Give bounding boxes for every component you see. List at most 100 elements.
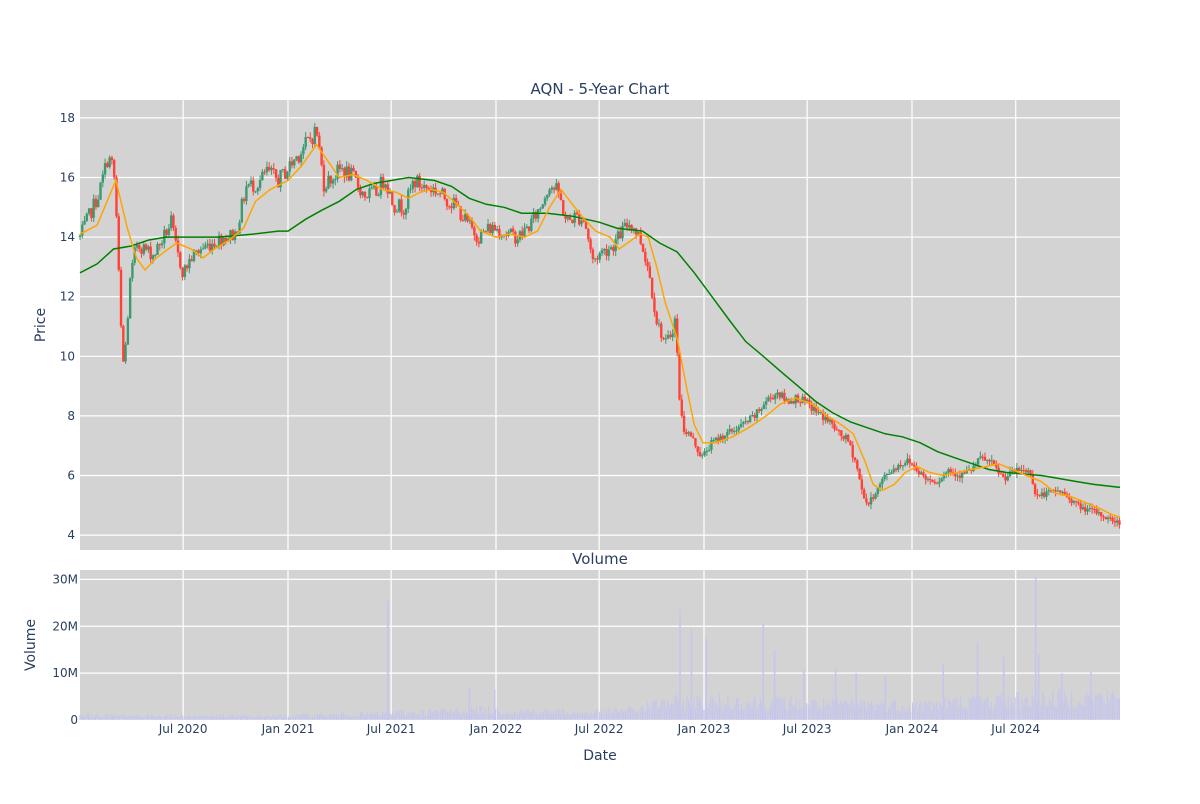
volume-bar <box>920 701 922 720</box>
volume-bar <box>390 714 392 720</box>
candle-up <box>760 408 763 411</box>
candle-down <box>117 216 120 270</box>
volume-bar <box>1069 708 1071 720</box>
volume-tick-label: 30M <box>52 572 78 586</box>
volume-bar <box>1117 699 1119 720</box>
candle-up <box>324 188 328 192</box>
candle-up <box>126 318 130 345</box>
volume-bar <box>120 714 122 720</box>
candle-up <box>1020 470 1023 472</box>
volume-bar <box>505 713 507 720</box>
volume-bar <box>1050 700 1052 720</box>
volume-bar <box>735 698 738 720</box>
volume-spike-bar <box>705 637 708 720</box>
candle-up <box>938 481 941 484</box>
volume-bar <box>935 702 938 720</box>
volume-spike-bar <box>834 668 837 720</box>
volume-bar <box>108 716 110 720</box>
volume-bar <box>149 716 151 720</box>
candle-down <box>612 247 615 252</box>
volume-bar <box>628 706 630 720</box>
volume-bar <box>520 709 522 720</box>
candle-up <box>979 456 982 459</box>
volume-bar <box>246 715 249 720</box>
volume-bar <box>352 716 355 720</box>
volume-bar <box>877 705 879 720</box>
volume-bar <box>570 715 572 720</box>
candle-down <box>954 472 957 477</box>
volume-bar <box>771 699 773 720</box>
volume-bar <box>934 705 936 720</box>
grid-lines <box>80 100 1120 721</box>
volume-bar <box>599 712 601 720</box>
volume-bar <box>458 712 461 720</box>
candle-up <box>897 464 900 470</box>
volume-bar <box>824 706 826 720</box>
volume-bar <box>588 714 591 720</box>
candle-up <box>167 228 171 235</box>
volume-bar <box>276 717 278 720</box>
candle-down <box>402 212 405 215</box>
volume-bar <box>264 716 266 720</box>
candle-down <box>484 231 487 233</box>
candle-down <box>815 406 818 413</box>
volume-bar <box>335 714 338 720</box>
volume-bar <box>363 714 365 720</box>
volume-bar <box>366 712 368 720</box>
candle-down <box>589 239 592 250</box>
candle-up <box>192 250 196 261</box>
volume-bar <box>662 699 664 720</box>
candle-down <box>872 497 875 499</box>
volume-bar <box>279 714 281 720</box>
candle-up <box>728 429 731 432</box>
volume-bar <box>549 713 551 720</box>
candle-down <box>1054 490 1057 492</box>
volume-bar <box>776 696 779 720</box>
candle-up <box>491 224 494 234</box>
volume-bar <box>139 715 141 720</box>
volume-bar <box>236 715 238 720</box>
volume-bar <box>128 716 131 720</box>
candle-down <box>1118 520 1121 525</box>
volume-bar <box>306 714 308 720</box>
candle-up <box>83 220 86 225</box>
volume-bar <box>1045 706 1047 720</box>
candle-down <box>641 243 645 252</box>
volume-bar <box>265 715 267 720</box>
volume-bar <box>1062 701 1064 720</box>
candle-down <box>849 441 852 446</box>
volume-bar <box>792 704 794 720</box>
candle-down <box>894 468 898 470</box>
candle-up <box>990 460 993 462</box>
candle-down <box>587 228 590 240</box>
volume-bar <box>862 700 864 720</box>
volume-bar <box>670 703 673 720</box>
volume-bar <box>460 714 462 720</box>
candle-up <box>327 175 330 189</box>
candle-up <box>1061 491 1064 493</box>
candle-down <box>846 434 850 442</box>
candle-up <box>926 479 930 481</box>
volume-bar <box>1000 693 1003 720</box>
candle-down <box>122 325 125 362</box>
volume-bar <box>840 700 842 720</box>
volume-bar <box>472 708 474 720</box>
candle-up <box>1115 520 1119 523</box>
candle-down <box>309 137 312 140</box>
volume-bar <box>544 708 546 720</box>
candle-down <box>391 191 394 206</box>
volume-bar <box>433 710 435 720</box>
volume-bar <box>889 706 891 720</box>
volume-bar <box>349 716 351 720</box>
volume-bar <box>1024 697 1027 720</box>
volume-bar <box>499 714 502 720</box>
volume-bar <box>720 701 722 720</box>
candle-up <box>379 176 383 196</box>
volume-bar <box>356 716 358 720</box>
volume-spike-bar <box>386 600 389 720</box>
volume-bar <box>788 699 791 720</box>
volume-bar <box>383 713 385 720</box>
candle-down <box>922 472 925 476</box>
volume-bar <box>1017 692 1020 720</box>
candle-down <box>963 472 966 474</box>
